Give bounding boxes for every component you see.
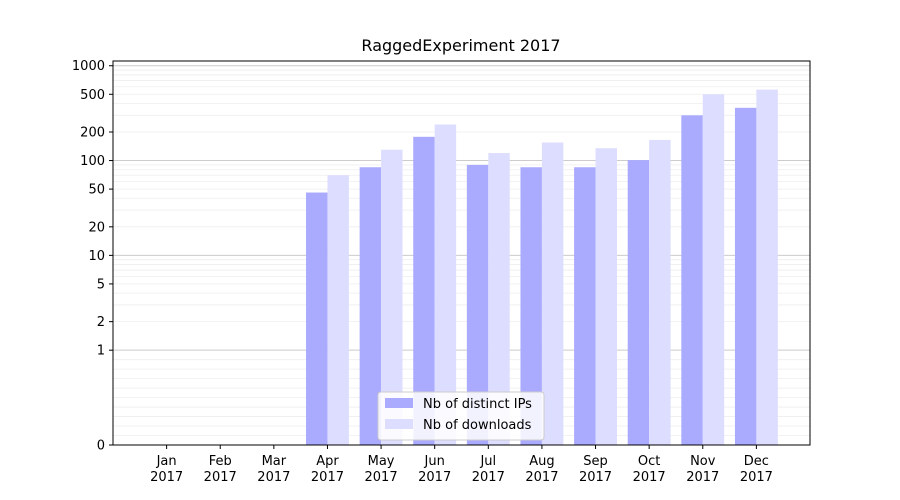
- x-tick-label-year: 2017: [418, 470, 451, 485]
- x-tick-label-year: 2017: [579, 470, 612, 485]
- legend-box: [377, 391, 545, 441]
- bar-distinct-ips: [466, 164, 489, 445]
- legend-label-downloads: Nb of downloads: [423, 418, 532, 433]
- bar-downloads: [541, 142, 564, 446]
- bar-downloads: [595, 148, 617, 445]
- legend-label-ips: Nb of distinct IPs: [423, 397, 532, 412]
- y-axis: 0 1 2 5 10 20 50 100 200 500 1000: [72, 59, 113, 454]
- bar-downloads: [756, 89, 778, 446]
- y-tick-label: 500: [80, 88, 105, 103]
- x-tick-label-month: Nov: [690, 454, 716, 469]
- bars: [306, 89, 778, 446]
- y-tick-label: 200: [80, 126, 105, 141]
- x-tick-label-month: Apr: [316, 454, 339, 469]
- x-tick-label-month: Jul: [479, 454, 496, 469]
- legend: Nb of distinct IPs Nb of downloads: [377, 391, 545, 441]
- bar-distinct-ips: [413, 136, 435, 446]
- bar-distinct-ips: [306, 192, 328, 445]
- legend-swatch-ips: [385, 398, 413, 408]
- x-tick-label-month: Sep: [583, 454, 608, 469]
- y-tick-label: 1000: [72, 59, 105, 74]
- x-tick-label-month: Aug: [529, 454, 554, 469]
- y-tick-label: 1: [97, 344, 105, 359]
- x-tick-label-year: 2017: [633, 470, 666, 485]
- bar-distinct-ips: [627, 160, 650, 446]
- x-axis: Jan2017Feb2017Mar2017Apr2017May2017Jun20…: [150, 445, 773, 485]
- x-tick-label-year: 2017: [740, 470, 773, 485]
- x-tick-label-month: Dec: [744, 454, 769, 469]
- bar-downloads: [327, 175, 349, 445]
- legend-swatch-downloads: [385, 419, 413, 429]
- bar-distinct-ips: [681, 115, 703, 446]
- bar-downloads: [381, 149, 403, 445]
- y-tick-label: 2: [97, 315, 105, 330]
- y-tick-label: 10: [88, 249, 105, 264]
- bar-distinct-ips: [734, 107, 757, 445]
- y-tick-label: 100: [80, 154, 105, 169]
- x-tick-label-year: 2017: [257, 470, 290, 485]
- x-tick-label-month: Mar: [262, 454, 287, 469]
- y-tick-label: 0: [97, 439, 105, 454]
- x-tick-label-year: 2017: [204, 470, 237, 485]
- x-tick-label-year: 2017: [150, 470, 183, 485]
- bar-distinct-ips: [520, 167, 542, 445]
- x-tick-label-month: Feb: [209, 454, 232, 469]
- bar-downloads: [434, 124, 457, 446]
- x-tick-label-month: Jun: [424, 454, 445, 469]
- chart-title: RaggedExperiment 2017: [361, 36, 560, 55]
- bar-downloads: [488, 153, 510, 445]
- y-tick-label: 5: [97, 277, 105, 292]
- x-tick-label-month: May: [368, 454, 395, 469]
- bar-downloads: [649, 139, 671, 445]
- bar-distinct-ips: [359, 167, 382, 445]
- plot-frame: [112, 60, 811, 446]
- x-tick-label-year: 2017: [311, 470, 344, 485]
- x-tick-label-year: 2017: [525, 470, 558, 485]
- y-tick-label: 50: [88, 183, 105, 198]
- x-tick-label-year: 2017: [472, 470, 505, 485]
- x-tick-label-year: 2017: [365, 470, 398, 485]
- bar-downloads: [702, 94, 725, 446]
- x-tick-label-month: Jan: [156, 454, 177, 469]
- bar-distinct-ips: [574, 167, 596, 445]
- x-tick-label-year: 2017: [686, 470, 719, 485]
- y-tick-label: 20: [88, 220, 105, 235]
- x-tick-label-month: Oct: [638, 454, 660, 469]
